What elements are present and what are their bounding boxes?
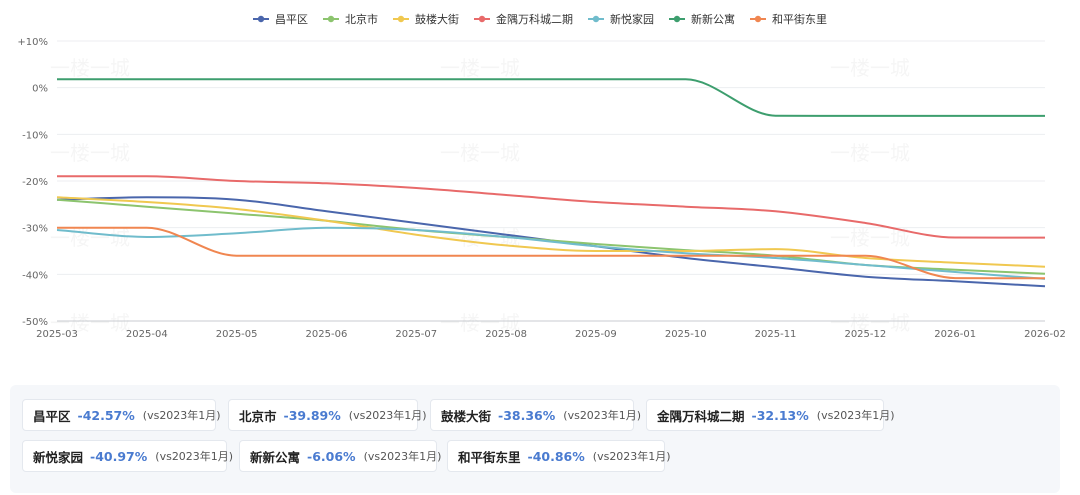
series-lines (56, 78, 1046, 288)
x-tick-label: 2026-02 (1024, 329, 1066, 340)
watermark-text: 一楼一城 (440, 56, 520, 80)
legend-item-2[interactable]: 鼓楼大街 (393, 12, 459, 26)
card-change-value: -38.36% (498, 407, 556, 423)
legend-swatch-dot (257, 15, 265, 23)
summary-card-gulou[interactable]: 鼓楼大街 -38.36% (vs2023年1月) (430, 399, 641, 431)
card-name: 金隅万科城二期 (657, 408, 745, 424)
legend-swatch-dot (592, 15, 600, 23)
legend-swatch-dot (397, 15, 405, 23)
card-change-value: -40.86% (527, 448, 585, 464)
card-compare-note: (vs2023年1月) (563, 409, 642, 422)
summary-card-hepingjie[interactable]: 和平街东里 -40.86% (vs2023年1月) (447, 440, 671, 472)
card-name: 北京市 (239, 408, 277, 424)
legend-item-5[interactable]: 新新公寓 (669, 12, 735, 26)
x-tick-label: 2025-11 (755, 329, 797, 340)
y-axis: +10% 0% -10% -20% -30% -40% -50% (17, 37, 48, 328)
y-tick-label: -50% (22, 317, 48, 328)
summary-card-changping[interactable]: 昌平区 -42.57% (vs2023年1月) (22, 399, 221, 431)
legend-swatch-dot (673, 15, 681, 23)
x-tick-label: 2025-04 (126, 329, 168, 340)
card-name: 新悦家园 (33, 449, 84, 465)
watermark-text: 一楼一城 (50, 141, 130, 165)
x-tick-label: 2025-05 (216, 329, 258, 340)
legend-label: 北京市 (345, 12, 378, 26)
series-line-5 (57, 78, 1045, 117)
legend-swatch-dot (754, 15, 762, 23)
legend-item-6[interactable]: 和平街东里 (750, 12, 827, 26)
legend-label: 新新公寓 (691, 12, 735, 26)
card-compare-note: (vs2023年1月) (142, 409, 221, 422)
summary-card-jinyu[interactable]: 金隅万科城二期 -32.13% (vs2023年1月) (646, 399, 895, 431)
y-tick-label: 0% (32, 84, 48, 95)
card-change-value: -40.97% (90, 448, 148, 464)
card-change-value: -6.06% (307, 448, 356, 464)
y-tick-label: -20% (22, 177, 48, 188)
legend-swatch-dot (327, 15, 335, 23)
watermark-text: 一楼一城 (50, 311, 130, 335)
watermark-text: 一楼一城 (830, 311, 910, 335)
watermark-text: 一楼一城 (440, 141, 520, 165)
x-axis: 2025-03 2025-04 2025-05 2025-06 2025-07 2025-… (36, 329, 1066, 340)
watermark-text: 一楼一城 (830, 56, 910, 80)
series-line-2 (56, 196, 1046, 268)
grid-lines (57, 40, 1045, 322)
x-tick-label: 2025-06 (306, 329, 348, 340)
legend-item-0[interactable]: 昌平区 (253, 13, 308, 26)
legend[interactable]: 昌平区 北京市 鼓楼大街 金隅万科城二期 新悦家园 新新公寓 和平街东里 (253, 12, 827, 26)
legend-swatch-dot (478, 15, 486, 23)
card-name: 和平街东里 (458, 449, 521, 465)
card-name: 鼓楼大街 (441, 408, 492, 424)
card-name: 新新公寓 (250, 449, 301, 465)
series-line-6 (57, 226, 1046, 280)
legend-label: 金隅万科城二期 (496, 12, 573, 26)
card-compare-note: (vs2023年1月) (155, 450, 234, 463)
watermark-text: 一楼一城 (830, 141, 910, 165)
watermark-text: 一楼一城 (50, 56, 130, 80)
x-tick-label: 2025-08 (485, 329, 527, 340)
card-compare-note: (vs2023年1月) (816, 409, 895, 422)
legend-item-4[interactable]: 新悦家园 (588, 12, 654, 26)
card-name: 昌平区 (33, 408, 71, 424)
watermark-text: 一楼一城 (440, 311, 520, 335)
card-compare-note: (vs2023年1月) (592, 450, 671, 463)
y-tick-label: -30% (22, 224, 48, 235)
x-tick-label: 2025-12 (844, 329, 886, 340)
card-compare-note: (vs2023年1月) (363, 450, 442, 463)
series-line-3 (57, 175, 1046, 239)
summary-panel: 昌平区 -42.57% (vs2023年1月) 北京市 -39.89% (vs2… (10, 385, 1060, 493)
summary-card-xinxin[interactable]: 新新公寓 -6.06% (vs2023年1月) (239, 440, 441, 472)
x-tick-label: 2025-10 (665, 329, 707, 340)
card-change-value: -39.89% (283, 407, 341, 423)
series-line-4 (56, 226, 1046, 280)
y-tick-label: -10% (22, 130, 48, 141)
legend-label: 新悦家园 (610, 12, 654, 26)
y-tick-label: +10% (17, 37, 48, 48)
y-tick-label: -40% (22, 270, 48, 281)
legend-item-1[interactable]: 北京市 (323, 12, 378, 26)
legend-item-3[interactable]: 金隅万科城二期 (474, 12, 573, 26)
card-compare-note: (vs2023年1月) (348, 409, 427, 422)
x-tick-label: 2025-09 (575, 329, 617, 340)
legend-label: 鼓楼大街 (415, 12, 459, 26)
x-tick-label: 2025-07 (395, 329, 437, 340)
x-tick-label: 2026-01 (934, 329, 976, 340)
legend-label: 昌平区 (275, 13, 308, 26)
summary-card-beijing[interactable]: 北京市 -39.89% (vs2023年1月) (228, 399, 427, 431)
x-tick-label: 2025-03 (36, 329, 78, 340)
summary-card-xinyue[interactable]: 新悦家园 -40.97% (vs2023年1月) (22, 440, 233, 472)
card-change-value: -32.13% (751, 407, 809, 423)
legend-label: 和平街东里 (772, 12, 827, 26)
watermark-text: 一楼一城 (830, 226, 910, 250)
card-change-value: -42.57% (77, 407, 135, 423)
